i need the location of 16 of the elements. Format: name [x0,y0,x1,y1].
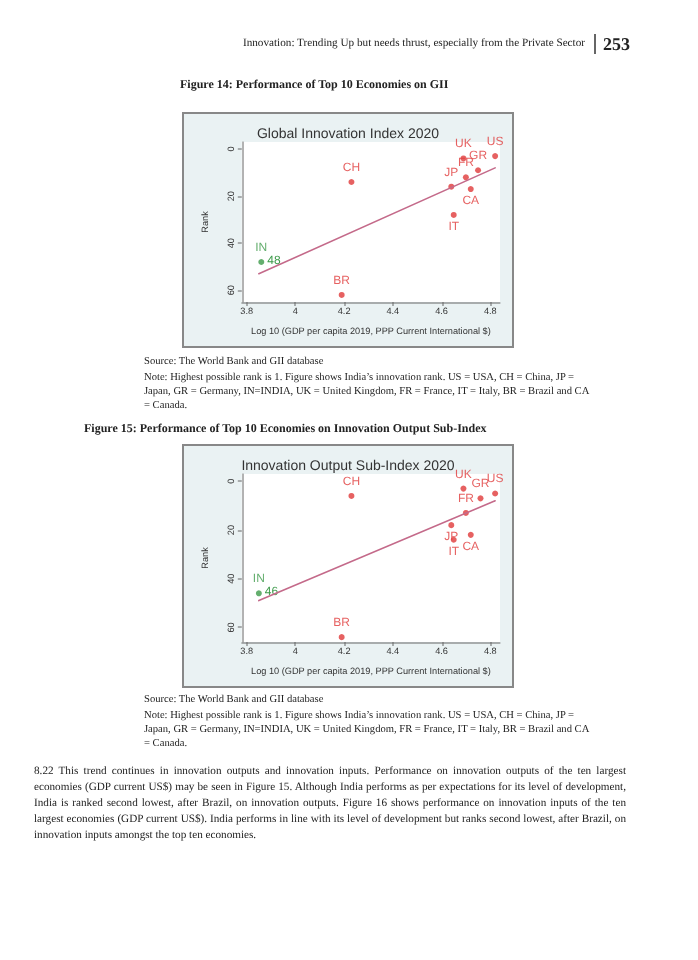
point [467,186,474,193]
point [450,211,457,218]
point [492,153,499,160]
point [348,492,355,499]
point [460,485,467,492]
point [258,259,265,265]
point [338,291,345,298]
point [462,174,469,181]
point [348,179,355,185]
point [255,590,262,597]
text: 253 [593,34,630,54]
point [475,167,482,174]
point [448,522,455,529]
point [338,634,345,641]
point [467,531,474,538]
point [492,490,499,497]
